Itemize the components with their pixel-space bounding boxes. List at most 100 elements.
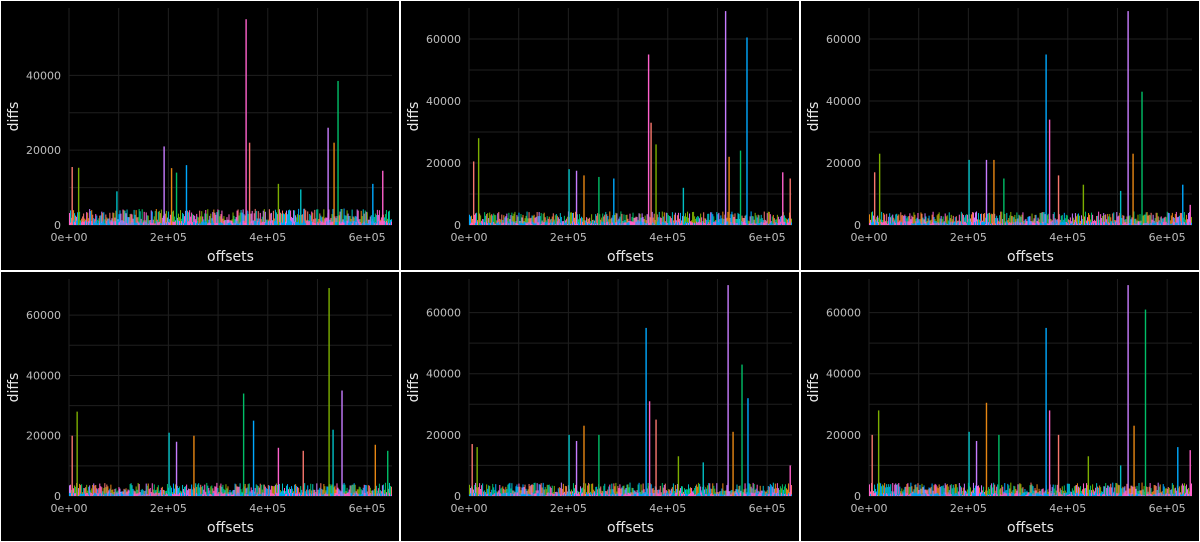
bar-mark (969, 494, 971, 496)
bar-mark (168, 219, 170, 225)
bar-mark (635, 221, 637, 225)
bar-mark (132, 488, 134, 496)
bar-mark (718, 222, 720, 225)
bar-mark (164, 213, 166, 225)
bar-mark (707, 224, 709, 225)
bar-mark (897, 222, 899, 225)
bar-mark (254, 488, 256, 496)
bar-mark (1038, 219, 1040, 225)
bar-mark (590, 491, 592, 496)
bar-mark (247, 223, 249, 225)
bar-mark (216, 482, 218, 496)
bar-mark (227, 486, 229, 496)
bar-mark (225, 223, 227, 225)
bar-mark (79, 223, 81, 225)
bar-mark (693, 492, 695, 496)
bar-mark (681, 486, 683, 496)
bar-mark (777, 488, 779, 496)
bar-mark (291, 221, 293, 225)
bar-mark (475, 222, 477, 225)
bar-mark (1105, 221, 1107, 225)
bar-mark (1022, 212, 1024, 225)
bar-mark (532, 215, 534, 225)
bar-mark (642, 221, 644, 225)
bar-mark (780, 492, 782, 496)
bar-mark (781, 494, 783, 496)
bar-mark (1110, 483, 1112, 496)
bar-mark (987, 490, 989, 496)
x-tick-label: 4e+05 (249, 502, 286, 515)
bar-mark (188, 221, 190, 225)
bar-mark (573, 222, 575, 225)
bar-mark (1001, 211, 1003, 225)
bar-mark (286, 485, 288, 496)
bar-mark (529, 218, 531, 225)
bar-mark (348, 223, 350, 225)
bar-mark (201, 211, 203, 225)
bar-mark (929, 223, 931, 225)
bar-mark (103, 488, 105, 496)
bar-mark (475, 492, 477, 496)
bar-mark (335, 489, 337, 496)
bar-mark (209, 222, 211, 225)
bar-mark (1143, 214, 1145, 225)
bar-mark (1018, 493, 1020, 496)
bar-mark (133, 209, 135, 225)
bar-mark (1102, 494, 1104, 496)
chart-panel-2: 0e+00 2e+05 4e+05 6e+05 0 20000 40000 60000 offs… (400, 0, 800, 271)
bar-mark (966, 222, 968, 225)
bar-mark (185, 493, 187, 496)
bar-mark (973, 488, 975, 496)
bar-mark (666, 494, 668, 496)
bar-mark (223, 493, 225, 496)
bar-mark (928, 494, 930, 496)
bar-mark (904, 487, 906, 496)
bar-mark (204, 213, 206, 225)
bar-mark (938, 494, 940, 496)
bar-mark (301, 214, 303, 225)
bar-mark (686, 489, 688, 496)
peak-bar (175, 172, 178, 225)
bar-mark (706, 488, 708, 496)
bar-mark (238, 492, 240, 496)
bar-mark (974, 493, 976, 496)
bar-mark (337, 494, 339, 496)
bar-mark (551, 216, 553, 225)
bar-mark (933, 493, 935, 496)
bar-mark (773, 218, 775, 225)
bar-mark (674, 485, 676, 496)
bar-mark (1038, 222, 1040, 225)
bar-mark (387, 221, 389, 225)
bar-mark (282, 494, 284, 496)
bar-mark (207, 223, 209, 225)
bar-mark (578, 222, 580, 225)
bar-mark (237, 209, 239, 225)
bar-mark (143, 494, 145, 496)
bar-mark (348, 489, 350, 496)
bar-mark (1155, 486, 1157, 496)
bar-mark (721, 488, 723, 496)
bar-mark (122, 222, 124, 225)
bar-mark (1153, 220, 1155, 225)
bar-mark (193, 215, 195, 225)
bar-mark (144, 221, 146, 225)
bar-mark (750, 486, 752, 496)
bar-mark (207, 209, 209, 225)
bar-mark (1139, 493, 1141, 496)
bar-mark (220, 483, 222, 496)
bar-mark (312, 493, 314, 496)
bar-mark (208, 487, 210, 496)
bar-mark (99, 483, 101, 496)
bar-mark (957, 491, 959, 496)
bar-mark (1149, 483, 1151, 496)
bar-mark (743, 489, 745, 496)
bar-mark (255, 494, 257, 496)
bar-mark (533, 493, 535, 496)
bar-mark (707, 485, 709, 496)
y-tick-label: 40000 (26, 369, 61, 382)
bar-mark (783, 221, 785, 225)
bar-mark (354, 493, 356, 496)
bar-mark (497, 492, 499, 496)
bar-mark (563, 493, 565, 496)
bar-mark (877, 494, 879, 496)
